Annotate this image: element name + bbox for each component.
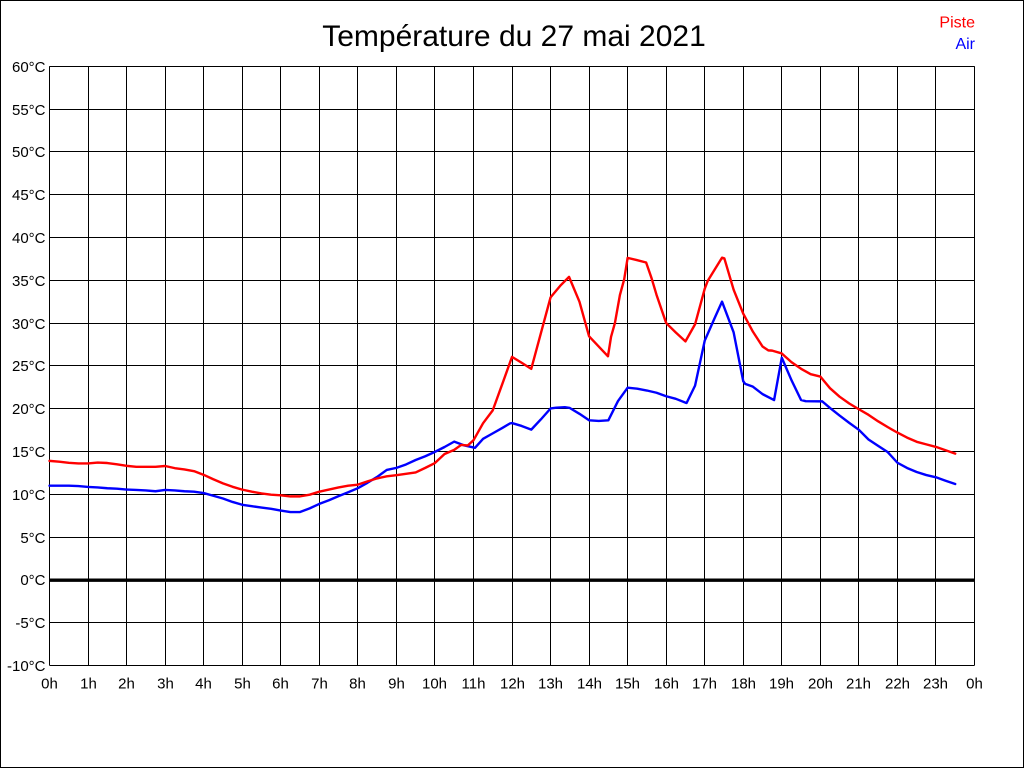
svg-text:12h: 12h <box>500 676 525 693</box>
svg-text:2h: 2h <box>118 676 135 693</box>
svg-text:16h: 16h <box>654 676 679 693</box>
svg-text:3h: 3h <box>157 676 174 693</box>
svg-text:-5°C: -5°C <box>15 615 45 632</box>
svg-text:22h: 22h <box>885 676 910 693</box>
svg-text:5°C: 5°C <box>20 530 45 547</box>
svg-text:17h: 17h <box>692 676 717 693</box>
svg-text:6h: 6h <box>272 676 289 693</box>
svg-text:10°C: 10°C <box>12 487 46 504</box>
svg-text:15°C: 15°C <box>12 444 46 461</box>
svg-text:35°C: 35°C <box>12 273 46 290</box>
svg-text:Piste: Piste <box>939 15 975 32</box>
svg-text:10h: 10h <box>422 676 447 693</box>
svg-text:15h: 15h <box>615 676 640 693</box>
svg-text:23h: 23h <box>923 676 948 693</box>
svg-text:19h: 19h <box>769 676 794 693</box>
svg-text:60°C: 60°C <box>12 59 46 76</box>
svg-text:20h: 20h <box>808 676 833 693</box>
svg-text:8h: 8h <box>349 676 366 693</box>
svg-text:Température du 27 mai 2021: Température du 27 mai 2021 <box>322 20 706 53</box>
svg-text:0h: 0h <box>966 676 983 693</box>
svg-text:5h: 5h <box>234 676 251 693</box>
svg-text:55°C: 55°C <box>12 102 46 119</box>
svg-text:0°C: 0°C <box>20 572 45 589</box>
svg-text:13h: 13h <box>538 676 563 693</box>
svg-text:4h: 4h <box>195 676 212 693</box>
svg-text:0h: 0h <box>41 676 58 693</box>
svg-text:1h: 1h <box>80 676 97 693</box>
svg-text:11h: 11h <box>462 676 486 693</box>
svg-text:21h: 21h <box>846 676 871 693</box>
svg-text:Air: Air <box>955 36 975 53</box>
svg-text:50°C: 50°C <box>12 144 46 161</box>
svg-text:14h: 14h <box>577 676 602 693</box>
svg-text:25°C: 25°C <box>12 358 46 375</box>
svg-text:30°C: 30°C <box>12 316 46 333</box>
svg-text:-10°C: -10°C <box>7 658 46 675</box>
svg-text:20°C: 20°C <box>12 401 46 418</box>
svg-text:9h: 9h <box>388 676 405 693</box>
svg-text:45°C: 45°C <box>12 187 46 204</box>
svg-text:40°C: 40°C <box>12 230 46 247</box>
svg-text:18h: 18h <box>731 676 756 693</box>
svg-text:7h: 7h <box>311 676 328 693</box>
